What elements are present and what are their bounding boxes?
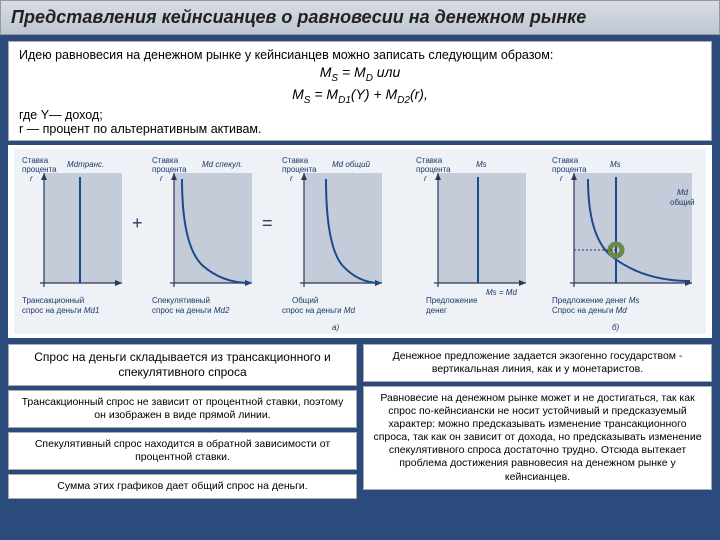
- left-column: Спрос на деньги складывается из трансакц…: [8, 344, 357, 500]
- svg-text:спрос на деньги Md1: спрос на деньги Md1: [22, 306, 99, 315]
- svg-text:Трансакционный: Трансакционный: [22, 296, 84, 305]
- where-r: r — процент по альтернативным активам.: [19, 122, 701, 136]
- svg-text:общий: общий: [670, 198, 695, 207]
- equation-1: MS = MD или: [19, 64, 701, 84]
- svg-text:r: r: [30, 174, 33, 183]
- svg-text:Md общий: Md общий: [332, 160, 371, 169]
- right-column: Денежное предложение задается экзогенно …: [363, 344, 712, 500]
- svg-text:Предложение: Предложение: [426, 296, 478, 305]
- svg-text:Md: Md: [677, 188, 689, 197]
- svg-text:Ставка: Ставка: [416, 156, 443, 165]
- svg-text:Спрос на деньги Md: Спрос на деньги Md: [552, 306, 627, 315]
- svg-text:процента: процента: [282, 165, 317, 174]
- svg-text:r: r: [424, 174, 427, 183]
- svg-text:процента: процента: [552, 165, 587, 174]
- svg-text:r: r: [160, 174, 163, 183]
- svg-text:б): б): [612, 323, 620, 332]
- svg-text:Ms: Ms: [476, 160, 487, 169]
- left-box-3: Сумма этих графиков дает общий спрос на …: [8, 474, 357, 499]
- right-box-1: Равновесие на денежном рынке может и не …: [363, 386, 712, 490]
- svg-text:r: r: [290, 174, 293, 183]
- svg-text:процента: процента: [416, 165, 451, 174]
- svg-text:спрос на деньги Md: спрос на деньги Md: [282, 306, 356, 315]
- intro-box: Идею равновесия на денежном рынке у кейн…: [8, 41, 712, 141]
- svg-text:а): а): [332, 323, 339, 332]
- where-y: где Y— доход;: [19, 108, 701, 122]
- svg-text:+: +: [132, 213, 143, 233]
- svg-text:Ставка: Ставка: [152, 156, 179, 165]
- svg-text:Ms = Md: Ms = Md: [486, 288, 517, 297]
- left-box-0: Спрос на деньги складывается из трансакц…: [8, 344, 357, 386]
- svg-text:денег: денег: [426, 306, 447, 315]
- page-title: Представления кейнсианцев о равновесии н…: [0, 0, 720, 35]
- svg-text:Ставка: Ставка: [22, 156, 49, 165]
- equation-2: MS = MD1(Y) + MD2(r),: [19, 86, 701, 106]
- svg-text:процента: процента: [152, 165, 187, 174]
- svg-text:Mdтранс.: Mdтранс.: [67, 160, 104, 169]
- left-box-1: Трансакционный спрос не зависит от проце…: [8, 390, 357, 428]
- left-box-2: Спекулятивный спрос находится в обратной…: [8, 432, 357, 470]
- text-row: Спрос на деньги складывается из трансакц…: [8, 344, 712, 500]
- right-box-0: Денежное предложение задается экзогенно …: [363, 344, 712, 382]
- svg-text:Md спекул.: Md спекул.: [202, 160, 243, 169]
- svg-text:Ставка: Ставка: [552, 156, 579, 165]
- svg-text:r: r: [560, 174, 563, 183]
- svg-text:Общий: Общий: [292, 296, 318, 305]
- svg-text:=: =: [262, 213, 273, 233]
- svg-text:Спекулятивный: Спекулятивный: [152, 296, 210, 305]
- svg-text:Предложение денег Ms: Предложение денег Ms: [552, 296, 639, 305]
- svg-text:Ставка: Ставка: [282, 156, 309, 165]
- intro-lead: Идею равновесия на денежном рынке у кейн…: [19, 48, 701, 62]
- svg-text:спрос на деньги Md2: спрос на деньги Md2: [152, 306, 230, 315]
- svg-text:Ms: Ms: [610, 160, 621, 169]
- svg-text:процента: процента: [22, 165, 57, 174]
- charts-area: Ставкапроцентаr Mdтранс. Трансакционный …: [8, 145, 712, 338]
